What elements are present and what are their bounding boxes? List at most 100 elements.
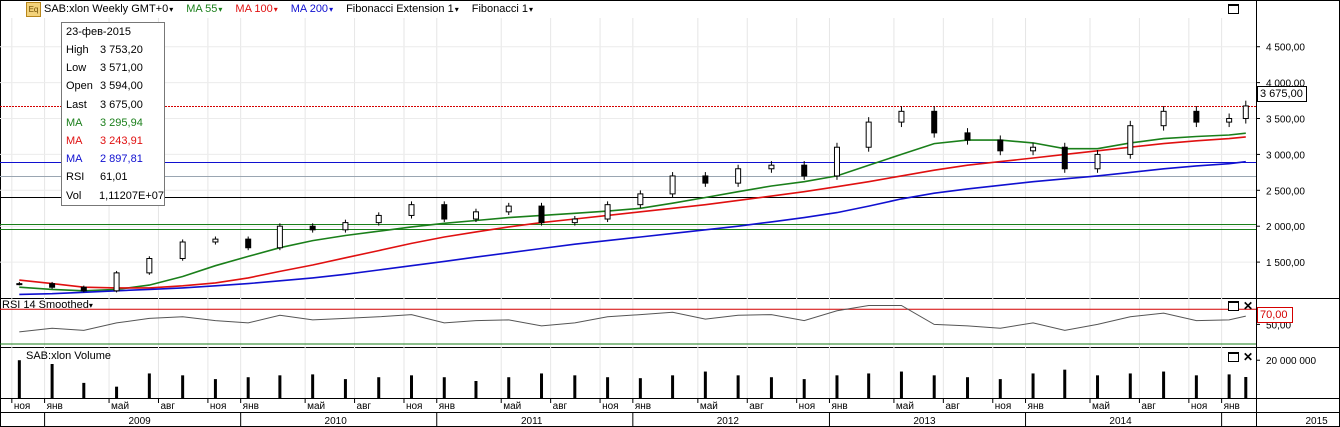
rsi-pane-title[interactable]: RSI 14 Smoothed▾	[2, 299, 93, 311]
info-row: MA 3 243,91	[62, 132, 164, 150]
info-label: Open	[66, 80, 93, 93]
info-value: 61,01	[100, 171, 128, 184]
info-date: 23-фев-2015	[66, 26, 132, 38]
month-label: янв	[635, 401, 651, 412]
equity-icon[interactable]: Eq	[26, 1, 41, 17]
month-label: янв	[243, 401, 259, 412]
fibonacci-menu[interactable]: Fibonacci 1▾	[472, 3, 533, 15]
ma55-label: MA 55	[186, 3, 218, 15]
volume-bar	[606, 377, 610, 398]
ma200-indicator-menu[interactable]: MA 200▾	[291, 3, 333, 15]
info-label: Low	[66, 62, 87, 75]
info-label: MA	[66, 116, 83, 129]
candle-body	[342, 222, 349, 231]
month-label: ноя	[799, 401, 816, 412]
volume-bar	[474, 381, 478, 398]
ma200-line	[19, 160, 1246, 296]
month-label: авг	[357, 401, 372, 412]
maximize-volume-pane-icon[interactable]	[1228, 352, 1239, 362]
candle-body	[309, 225, 316, 231]
y-tick-label: 2 500,00	[1266, 186, 1305, 197]
info-row: Last 3 675,00	[62, 96, 164, 114]
month-label: авг	[1141, 401, 1156, 412]
candle-body	[179, 241, 186, 260]
volume-bar	[899, 371, 903, 398]
info-value: 3 675,00	[100, 98, 143, 111]
chevron-down-icon: ▾	[88, 301, 93, 310]
month-label: авг	[749, 401, 764, 412]
month-label: ноя	[14, 401, 31, 412]
volume-bar	[82, 382, 86, 398]
candle-body	[408, 204, 415, 216]
candle-body	[637, 193, 644, 206]
info-row: Vol 1,11207E+07	[62, 187, 164, 205]
chevron-down-icon: ▾	[169, 5, 174, 14]
maximize-price-pane-icon[interactable]	[1228, 4, 1239, 14]
candle-body	[571, 218, 578, 224]
candle-body	[375, 214, 382, 224]
candle-body	[1242, 105, 1249, 120]
candle-body	[1030, 146, 1037, 152]
candle-body	[865, 121, 872, 148]
candle-body	[997, 139, 1004, 152]
chevron-down-icon: ▾	[218, 5, 223, 14]
volume-bar	[769, 377, 773, 398]
volume-bar	[835, 375, 839, 398]
candle-body	[735, 168, 742, 184]
volume-bar	[1096, 375, 1100, 398]
info-row: MA 3 295,94	[62, 114, 164, 132]
month-label: авг	[553, 401, 568, 412]
year-label: 2010	[325, 416, 348, 427]
y-tick-label: 4 500,00	[1266, 43, 1305, 54]
volume-bar	[736, 375, 740, 398]
close-rsi-pane-icon[interactable]: ✕	[1243, 299, 1254, 313]
maximize-rsi-pane-icon[interactable]	[1228, 301, 1239, 311]
month-label: янв	[47, 401, 63, 412]
info-label: MA	[66, 153, 83, 166]
volume-bar	[932, 375, 936, 398]
year-label: 2012	[717, 416, 740, 427]
year-label: 2015	[1305, 416, 1328, 427]
info-value: 3 594,00	[100, 80, 143, 93]
year-label: 2009	[128, 416, 151, 427]
info-row: MA 2 897,81	[62, 150, 164, 168]
info-row: Low 3 571,00	[62, 59, 164, 77]
chevron-down-icon: ▾	[454, 5, 459, 14]
candle-body	[212, 238, 219, 243]
candle-body	[833, 146, 840, 177]
month-label: янв	[831, 401, 847, 412]
volume-bar	[703, 371, 707, 398]
rsi-tick-label: 50,00	[1266, 320, 1291, 331]
symbol-selector[interactable]: SAB:xlon Weekly GMT+0▾	[44, 3, 173, 15]
month-label: ноя	[1191, 401, 1208, 412]
month-label: янв	[1224, 401, 1240, 412]
rsi-level-tag: 70,00	[1257, 307, 1293, 323]
month-label: ноя	[406, 401, 423, 412]
info-label: Vol	[66, 189, 82, 202]
month-label: авг	[160, 401, 175, 412]
candle-body	[441, 204, 448, 220]
candle-body	[1061, 146, 1068, 170]
ma55-indicator-menu[interactable]: MA 55▾	[186, 3, 222, 15]
volume-bar	[278, 375, 282, 398]
month-label: май	[896, 401, 914, 412]
info-value: 2 897,81	[100, 153, 143, 166]
fibonacci-label: Fibonacci 1	[471, 3, 528, 15]
close-volume-pane-icon[interactable]: ✕	[1243, 350, 1254, 364]
candle-body	[702, 175, 709, 184]
ma200-label: MA 200	[290, 3, 329, 15]
volume-bar	[867, 373, 871, 398]
month-label: май	[503, 401, 521, 412]
volume-bar	[1063, 369, 1067, 398]
info-row: High 3 753,20	[62, 41, 164, 59]
info-value: 3 295,94	[100, 116, 143, 129]
candle-body	[505, 205, 512, 213]
volume-bar	[343, 379, 347, 398]
fibonacci-extension-menu[interactable]: Fibonacci Extension 1▾	[346, 3, 459, 15]
month-label: авг	[945, 401, 960, 412]
info-row: Open 3 594,00	[62, 77, 164, 95]
ma100-indicator-menu[interactable]: MA 100▾	[235, 3, 277, 15]
ma100-label: MA 100	[235, 3, 273, 15]
